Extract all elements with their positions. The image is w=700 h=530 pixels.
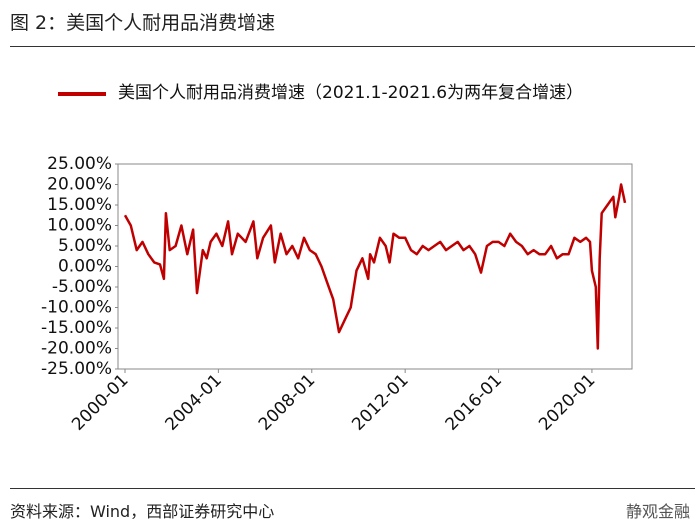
y-tick-label: -20.00% bbox=[41, 339, 112, 359]
x-tick-label: 2000-01 bbox=[68, 370, 132, 434]
legend-swatch bbox=[58, 92, 106, 96]
x-tick-label: 2004-01 bbox=[162, 370, 226, 434]
x-tick-label: 2016-01 bbox=[442, 370, 506, 434]
y-tick-label: -10.00% bbox=[41, 298, 112, 318]
y-tick-label: 10.00% bbox=[47, 216, 112, 236]
rule bbox=[10, 488, 695, 489]
y-tick-label: -25.00% bbox=[41, 359, 112, 379]
y-tick-label: -15.00% bbox=[41, 318, 112, 338]
rule bbox=[10, 46, 695, 47]
source: 资料来源：Wind，西部证券研究中心 bbox=[10, 502, 275, 521]
y-tick-label: 25.00% bbox=[47, 154, 112, 174]
legend-label: 美国个人耐用品消费增速（2021.1-2021.6为两年复合增速） bbox=[118, 83, 584, 103]
y-tick-label: 0.00% bbox=[58, 257, 112, 277]
x-tick-label: 2008-01 bbox=[255, 370, 319, 434]
x-tick-label: 2012-01 bbox=[348, 370, 412, 434]
series-line bbox=[123, 183, 627, 350]
y-tick-label: -5.00% bbox=[52, 277, 112, 297]
title: 图 2：美国个人耐用品消费增速 bbox=[10, 12, 276, 34]
y-tick-label: 20.00% bbox=[47, 175, 112, 195]
x-tick-label: 2020-01 bbox=[535, 370, 599, 434]
y-tick-label: 5.00% bbox=[58, 236, 112, 256]
watermark: 静观金融 bbox=[625, 502, 690, 521]
chart: 25.00%20.00%15.00%10.00%5.00%0.00%-5.00%… bbox=[41, 154, 633, 435]
y-tick-label: 15.00% bbox=[47, 195, 112, 215]
legend: 美国个人耐用品消费增速（2021.1-2021.6为两年复合增速） bbox=[58, 80, 658, 106]
